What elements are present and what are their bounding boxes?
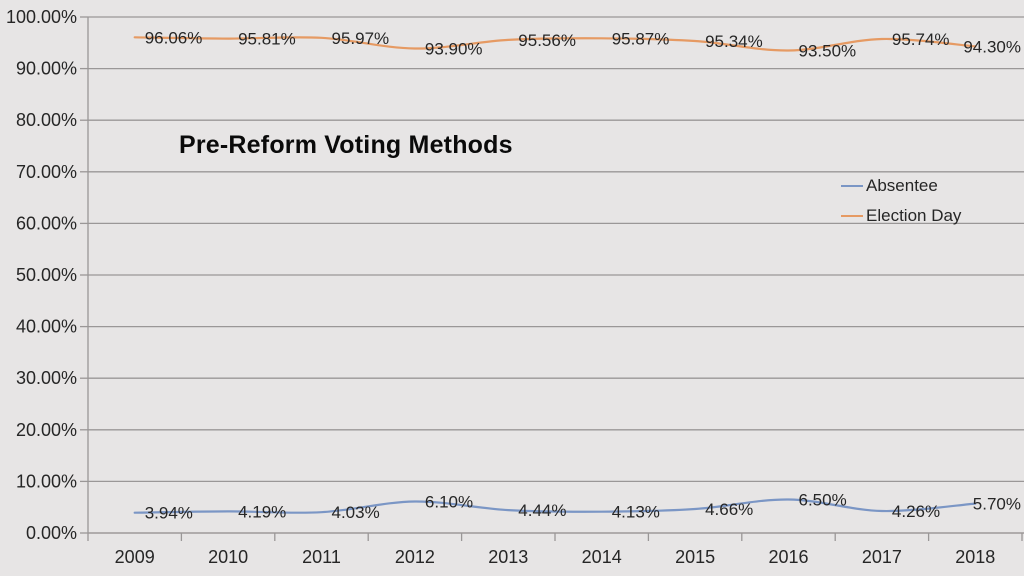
data-label-election-day: 95.87% — [612, 29, 670, 48]
data-label-absentee: 4.19% — [238, 502, 286, 521]
x-tick-label: 2010 — [208, 547, 248, 567]
data-label-absentee: 4.66% — [705, 500, 753, 519]
legend-label: Absentee — [866, 176, 938, 195]
y-tick-label: 100.00% — [6, 7, 77, 27]
data-label-absentee: 5.70% — [973, 495, 1021, 514]
legend-item-election-day: Election Day — [841, 201, 961, 231]
y-tick-label: 0.00% — [26, 523, 77, 543]
x-tick-label: 2016 — [768, 547, 808, 567]
y-tick-label: 80.00% — [16, 110, 77, 130]
data-label-election-day: 95.97% — [332, 29, 390, 48]
y-tick-label: 10.00% — [16, 471, 77, 491]
series-line-election-day — [133, 36, 977, 52]
x-tick-label: 2011 — [302, 547, 341, 567]
y-tick-label: 40.00% — [16, 317, 77, 337]
y-tick-label: 50.00% — [16, 265, 77, 285]
y-tick-label: 70.00% — [16, 162, 77, 182]
legend-line-swatch — [841, 185, 863, 187]
data-label-absentee: 4.26% — [892, 502, 940, 521]
data-label-election-day: 95.56% — [518, 31, 576, 50]
data-label-election-day: 94.30% — [963, 37, 1021, 56]
chart-legend: Absentee Election Day — [841, 171, 961, 231]
y-tick-label: 90.00% — [16, 59, 77, 79]
y-tick-label: 20.00% — [16, 420, 77, 440]
data-label-absentee: 4.03% — [332, 503, 380, 522]
chart-title: Pre-Reform Voting Methods — [179, 131, 513, 159]
data-label-election-day: 93.50% — [799, 42, 857, 61]
y-tick-label: 30.00% — [16, 368, 77, 388]
x-tick-label: 2013 — [488, 547, 528, 567]
x-tick-label: 2018 — [955, 547, 995, 567]
x-tick-label: 2015 — [675, 547, 715, 567]
legend-item-absentee: Absentee — [841, 171, 961, 201]
data-label-election-day: 93.90% — [425, 40, 483, 59]
data-label-election-day: 96.06% — [145, 28, 203, 47]
data-label-absentee: 4.13% — [612, 503, 660, 522]
data-label-election-day: 95.34% — [705, 32, 763, 51]
data-label-absentee: 6.10% — [425, 493, 473, 512]
data-label-election-day: 95.81% — [238, 30, 296, 49]
data-label-absentee: 3.94% — [145, 504, 193, 523]
legend-line-swatch — [841, 215, 863, 217]
data-label-absentee: 6.50% — [799, 491, 847, 510]
x-tick-label: 2017 — [862, 547, 902, 567]
x-tick-label: 2014 — [582, 547, 622, 567]
legend-label: Election Day — [866, 206, 962, 225]
data-label-election-day: 95.74% — [892, 30, 950, 49]
data-label-absentee: 4.44% — [518, 501, 566, 520]
x-tick-label: 2009 — [115, 547, 155, 567]
series-line-absentee — [133, 498, 977, 514]
x-tick-label: 2012 — [395, 547, 435, 567]
y-tick-label: 60.00% — [16, 213, 77, 233]
